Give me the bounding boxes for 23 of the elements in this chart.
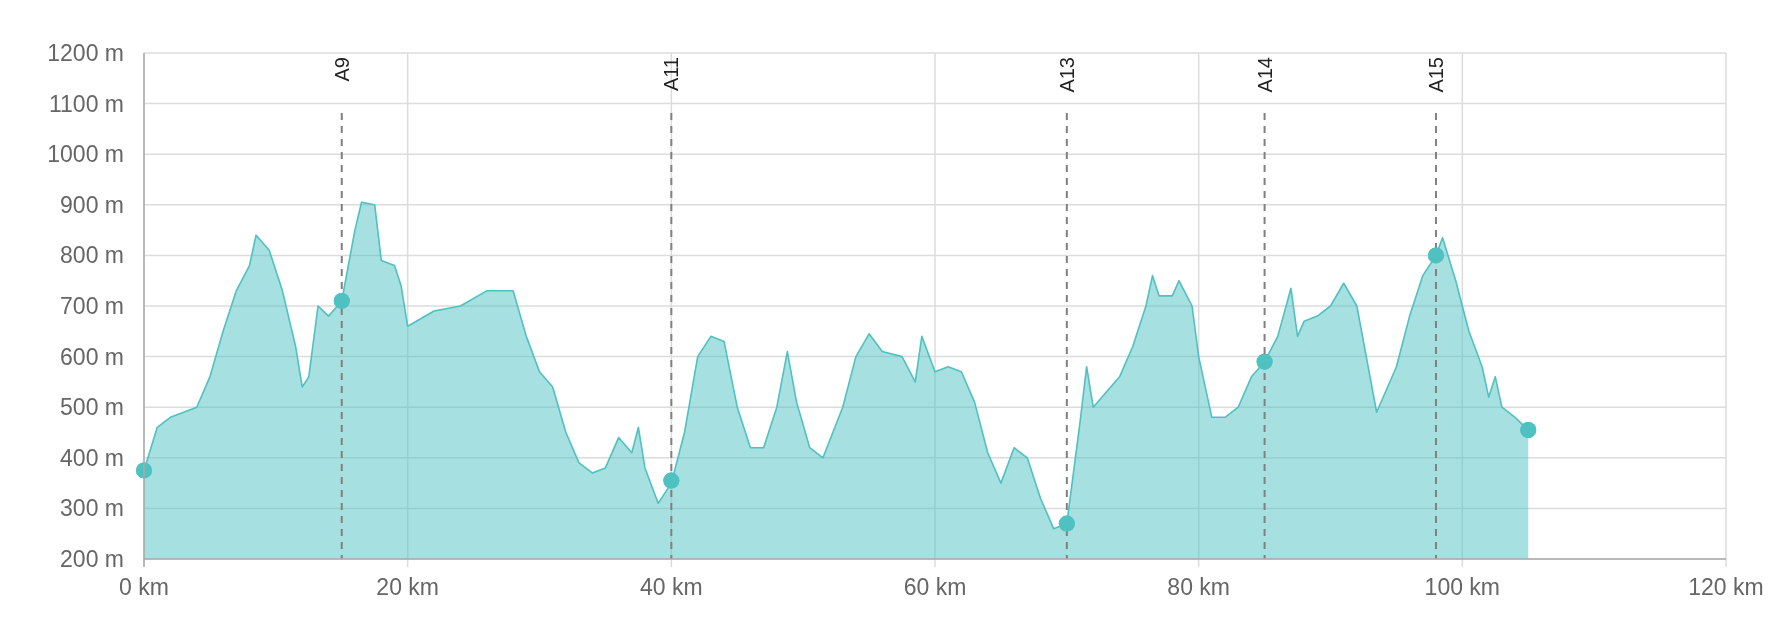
x-tick-label: 60 km [903,574,967,600]
ref-line-label: A13 [1055,57,1078,93]
ref-line-label: A15 [1424,57,1447,93]
y-tick-label: 500 m [60,394,124,421]
y-tick-label: 1200 m [47,40,124,67]
x-tick-label: 40 km [640,574,703,600]
y-tick-label: 400 m [60,444,124,471]
ref-line-label: A11 [660,57,683,92]
ref-line-label: A14 [1253,57,1276,93]
y-tick-label: 800 m [60,242,124,269]
y-tick-label: 1100 m [48,90,124,117]
x-tick-label: 100 km [1424,574,1501,600]
y-tick-label: 1000 m [47,141,124,168]
y-tick-label: 600 m [60,343,124,370]
y-tick-label: 300 m [60,495,124,522]
x-tick-label: 20 km [376,574,439,600]
y-tick-label: 700 m [60,293,124,320]
x-tick-label: 120 km [1688,574,1764,600]
ref-line-label: A9 [330,57,353,82]
x-tick-label: 0 km [119,574,169,600]
y-tick-label: 200 m [60,546,124,573]
y-tick-label: 900 m [60,191,124,218]
x-tick-label: 80 km [1167,574,1230,600]
